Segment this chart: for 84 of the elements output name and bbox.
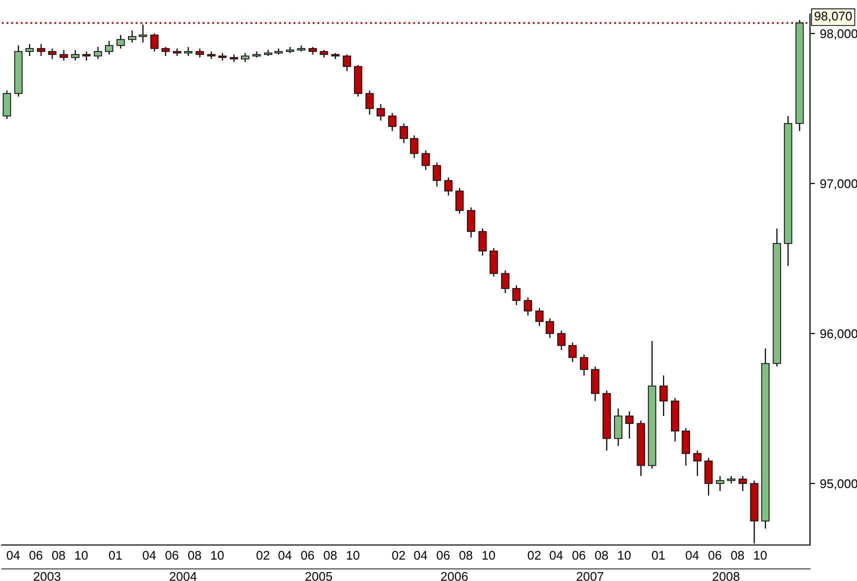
candlestick [659, 374, 668, 417]
x-tick-label: 10 [618, 550, 631, 560]
candlestick [94, 46, 102, 60]
candlestick [614, 408, 622, 447]
x-tick-label: 01 [652, 550, 665, 560]
candlestick [376, 103, 385, 122]
x-tick-label: 04 [686, 550, 699, 560]
candlestick [150, 32, 159, 52]
candlestick [104, 40, 114, 56]
candlestick [365, 90, 374, 116]
x-tick-label: 02 [256, 550, 270, 560]
candlestick [184, 46, 192, 57]
candlestick [524, 296, 532, 316]
x-tick-label: 08 [188, 550, 201, 560]
candlestick [342, 54, 352, 72]
candlestick [455, 187, 464, 214]
candlestick [716, 475, 724, 492]
candlestick [444, 176, 453, 196]
x2-tick-label: 2007 [576, 572, 604, 581]
candlestick [546, 318, 554, 339]
candlestick [432, 162, 442, 188]
x-tick-label: 08 [595, 550, 608, 560]
y-tick-label: 95,000 [820, 479, 857, 490]
candlestick [2, 90, 12, 120]
candlestick [490, 247, 498, 278]
x-tick-label: 10 [482, 550, 496, 560]
x2-tick-label: 2003 [34, 572, 60, 581]
candlestick [535, 307, 544, 327]
candlestick [704, 457, 713, 496]
x-tick-label: 08 [324, 550, 337, 560]
candlestick [682, 427, 690, 466]
x-tick-label: 06 [708, 550, 722, 560]
x2-tick-label: 2004 [170, 572, 197, 581]
candlestick [25, 43, 34, 57]
y-tick-label: 98,000 [820, 29, 857, 40]
x-tick-label: 10 [211, 550, 224, 560]
x-tick-label: 06 [29, 550, 42, 560]
x-tick-label: 04 [6, 550, 20, 560]
candlestick [693, 450, 702, 477]
x-tick-label: 08 [459, 550, 472, 560]
candlestick [128, 30, 136, 44]
candlestick [138, 24, 148, 44]
y-tick-label: 96,000 [820, 329, 857, 340]
x-tick-label: 04 [550, 550, 563, 560]
x-tick-label: 04 [142, 550, 156, 560]
x-tick-label: 06 [436, 550, 450, 560]
candlestick [388, 112, 396, 132]
x-tick-label: 02 [392, 550, 405, 560]
candlestick [60, 49, 68, 62]
candlestick [557, 330, 566, 351]
x-tick-label: 08 [52, 550, 65, 560]
x2-tick-label: 2005 [305, 572, 332, 581]
candlestick [36, 43, 46, 57]
x-tick-label: 10 [75, 550, 88, 560]
candlestick [501, 270, 510, 294]
candlestick [71, 49, 80, 62]
x-tick-label: 10 [754, 550, 767, 560]
x-tick-label: 06 [301, 550, 314, 560]
x-tick-label: 04 [414, 550, 428, 560]
candlestick [116, 34, 125, 50]
x-tick-label: 06 [165, 550, 178, 560]
candlestick [625, 410, 634, 440]
candlestick [410, 134, 418, 159]
candlestick [738, 475, 747, 492]
candlestick [466, 206, 476, 238]
candlestick [422, 150, 430, 171]
candlestick [512, 284, 521, 306]
candlestick [478, 228, 487, 256]
x-tick-label: 01 [108, 550, 122, 560]
candlestick [400, 122, 408, 144]
x-tick-label: 04 [278, 550, 292, 560]
candlestick [48, 48, 56, 60]
x-tick-label: 02 [528, 550, 541, 560]
x-tick-label: 06 [572, 550, 586, 560]
candlestick [568, 342, 577, 363]
ref-line-label: 98,070 [814, 12, 852, 22]
x2-tick-label: 2006 [441, 572, 468, 581]
x2-tick-label: 2008 [712, 572, 740, 581]
y-tick-label: 97,000 [820, 179, 857, 190]
x-tick-label: 08 [731, 550, 744, 560]
candlestick [727, 475, 736, 484]
x-tick-label: 10 [346, 550, 360, 560]
candlestick [591, 366, 600, 402]
candlestick [580, 354, 588, 376]
